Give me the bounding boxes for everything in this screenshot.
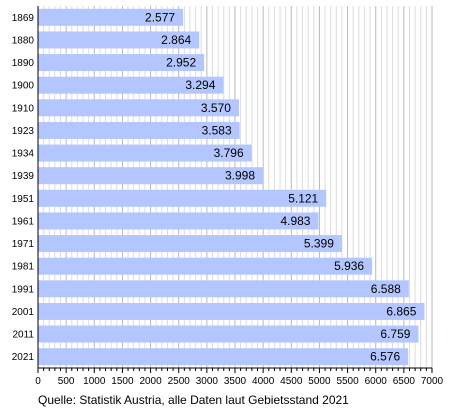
- x-tick-label-5000: 5000: [308, 376, 331, 387]
- category-label-1991: 1991: [12, 284, 35, 295]
- x-axis: 0 500 1000 1500 2000 2500 3000 3500 4000 4500 5000…: [35, 6, 444, 387]
- x-tick-label-3500: 3500: [224, 376, 247, 387]
- x-tick-label-4500: 4500: [280, 376, 303, 387]
- x-tick-label-1000: 1000: [83, 376, 106, 387]
- bar-value-label-2011: 6.759: [380, 327, 410, 341]
- bar-value-label-1890: 2.952: [166, 56, 196, 70]
- bar-1934: [38, 144, 252, 162]
- category-label-1910: 1910: [12, 103, 35, 114]
- bar-value-label-1923: 3.583: [202, 123, 232, 137]
- category-label-1934: 1934: [12, 149, 35, 160]
- x-tick-label-2000: 2000: [139, 376, 162, 387]
- bar-value-label-1869: 2.577: [145, 10, 175, 24]
- bar-1991: [38, 280, 409, 298]
- bar-1971: [38, 235, 342, 253]
- x-tick-label-2500: 2500: [168, 376, 191, 387]
- category-label-1890: 1890: [12, 58, 35, 69]
- bar-value-label-2021: 6.576: [370, 350, 400, 364]
- bar-value-label-1971: 5.399: [304, 237, 334, 251]
- bar-1900: [38, 76, 224, 94]
- x-tick-label-7000: 7000: [421, 376, 444, 387]
- category-label-1939: 1939: [12, 171, 35, 182]
- bar-value-label-1961: 4.983: [280, 214, 310, 228]
- bar-1981: [38, 257, 373, 275]
- x-tick-label-5500: 5500: [336, 376, 359, 387]
- bar-value-label-1900: 3.294: [185, 78, 215, 92]
- category-label-1869: 1869: [12, 13, 35, 24]
- bar-value-label-1981: 5.936: [334, 259, 364, 273]
- x-tick-label-3000: 3000: [196, 376, 219, 387]
- bar-2001: [38, 302, 425, 320]
- bar-value-label-1939: 3.998: [225, 169, 255, 183]
- bar-1880: [38, 31, 200, 49]
- category-label-2001: 2001: [12, 307, 35, 318]
- bar-value-label-1934: 3.796: [214, 146, 244, 160]
- x-tick-label-6500: 6500: [393, 376, 416, 387]
- bar-value-label-1910: 3.570: [201, 101, 231, 115]
- bar-value-label-1880: 2.864: [161, 33, 191, 47]
- bar-1961: [38, 212, 319, 230]
- source-note: Quelle: Statistik Austria, alle Daten la…: [38, 393, 349, 407]
- category-label-2011: 2011: [12, 330, 34, 341]
- category-label-1951: 1951: [12, 194, 35, 205]
- bar-1869: [38, 8, 184, 26]
- bar-1939: [38, 167, 264, 185]
- category-label-1961: 1961: [12, 216, 35, 227]
- category-labels: 1869 1880 1890 1900 1910 1923 1934 1939 1951 1961…: [12, 13, 35, 363]
- x-tick-label-1500: 1500: [111, 376, 134, 387]
- x-tick-label-4000: 4000: [252, 376, 275, 387]
- bars: 2.577 2.864 2.952 3.294 3.570 3.583 3.796 3.998…: [38, 8, 425, 366]
- x-tick-label-500: 500: [58, 376, 75, 387]
- bar-2021: [38, 348, 409, 366]
- bar-1923: [38, 121, 240, 139]
- x-tick-label-6000: 6000: [365, 376, 388, 387]
- x-tick-label-0: 0: [35, 376, 41, 387]
- category-label-1900: 1900: [12, 81, 35, 92]
- bar-value-label-2001: 6.865: [386, 304, 416, 318]
- category-label-2021: 2021: [12, 352, 35, 363]
- bar-2011: [38, 325, 419, 343]
- category-label-1923: 1923: [12, 126, 35, 137]
- bar-1910: [38, 99, 239, 117]
- bar-value-label-1991: 6.588: [371, 282, 401, 296]
- bar-1890: [38, 54, 205, 72]
- category-label-1880: 1880: [12, 35, 35, 46]
- category-label-1981: 1981: [12, 262, 35, 273]
- bar-1951: [38, 189, 327, 207]
- bar-value-label-1951: 5.121: [288, 191, 318, 205]
- category-label-1971: 1971: [12, 239, 35, 250]
